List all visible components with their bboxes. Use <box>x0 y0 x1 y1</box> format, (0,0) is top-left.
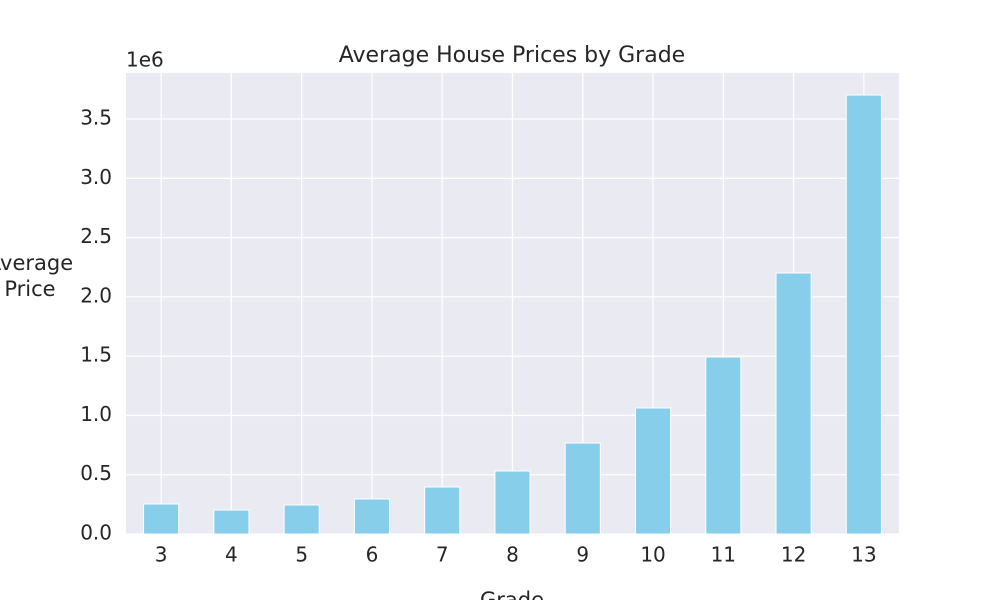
bar <box>494 470 531 535</box>
y-tick-label: 2.0 <box>80 283 112 307</box>
chart-title: Average House Prices by Grade <box>339 43 685 68</box>
x-tick-label: 9 <box>576 543 589 567</box>
y-offset-label: 1e6 <box>126 48 164 72</box>
bar <box>283 504 320 535</box>
x-tick-label: 5 <box>295 543 308 567</box>
bar <box>213 509 250 535</box>
x-tick-label: 13 <box>851 543 876 567</box>
bar <box>564 442 601 535</box>
x-axis-label: Grade <box>479 588 545 600</box>
x-tick-label: 3 <box>155 543 168 567</box>
bar <box>353 498 391 535</box>
y-axis-label: Average Price <box>0 251 74 301</box>
bar <box>634 407 672 535</box>
x-tick-label: 11 <box>711 543 736 567</box>
y-tick-label: 3.5 <box>80 106 112 130</box>
y-tick-label: 2.5 <box>80 224 112 248</box>
y-tick-label: 0.5 <box>80 461 112 485</box>
bar <box>705 356 742 535</box>
bar <box>845 94 882 535</box>
x-tick-label: 6 <box>366 543 379 567</box>
y-tick-label: 3.0 <box>80 165 112 189</box>
bar <box>775 272 812 535</box>
y-tick-label: 1.0 <box>80 402 112 426</box>
x-tick-label: 7 <box>436 543 449 567</box>
x-tick-label: 4 <box>225 543 238 567</box>
x-tick-label: 10 <box>640 543 665 567</box>
y-tick-label: 1.5 <box>80 343 112 367</box>
x-tick-label: 12 <box>781 543 806 567</box>
bar <box>143 503 180 535</box>
bar <box>424 486 461 535</box>
x-tick-label: 8 <box>506 543 519 567</box>
y-tick-label: 0.0 <box>80 521 112 545</box>
